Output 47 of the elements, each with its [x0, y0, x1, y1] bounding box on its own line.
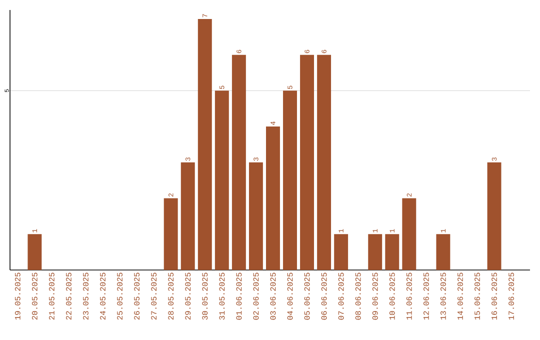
x-tick-label: 13.06.2025	[440, 272, 446, 320]
bar	[402, 198, 416, 270]
x-tick-label: 31.05.2025	[219, 272, 225, 320]
x-tick-label: 29.05.2025	[185, 272, 191, 320]
x-tick-label: 19.05.2025	[14, 272, 20, 320]
x-tick-label: 16.06.2025	[492, 272, 497, 320]
x-tick-label: 12.06.2025	[423, 272, 429, 320]
x-tick-label: 28.05.2025	[168, 272, 174, 320]
bar	[28, 234, 42, 270]
x-tick-label: 04.06.2025	[287, 272, 293, 320]
bar	[436, 234, 450, 270]
bar	[300, 54, 314, 270]
x-tick-label: 25.05.2025	[117, 272, 123, 320]
bar	[283, 90, 297, 270]
x-tick-label: 22.05.2025	[66, 272, 72, 320]
bar	[214, 90, 229, 270]
bar	[385, 234, 400, 270]
bar	[487, 162, 502, 270]
bar	[317, 54, 332, 270]
bar	[180, 162, 195, 270]
x-tick-label: 21.05.2025	[48, 272, 54, 320]
x-tick-label: 03.06.2025	[270, 272, 276, 320]
x-tick-label: 06.06.2025	[321, 272, 327, 320]
bar	[248, 162, 263, 270]
x-tick-label: 20.05.2025	[32, 272, 38, 320]
x-tick-label: 07.06.2025	[338, 272, 344, 320]
bar	[266, 126, 280, 270]
x-tick-label: 24.05.2025	[100, 272, 106, 320]
x-tick-label: 26.05.2025	[134, 272, 140, 320]
bar	[198, 18, 212, 270]
bar	[368, 234, 382, 270]
x-tick-label: 14.06.2025	[458, 272, 463, 320]
x-tick-label: 15.06.2025	[474, 272, 480, 320]
bar	[334, 234, 348, 270]
x-tick-label: 08.06.2025	[355, 272, 361, 320]
x-tick-label: 05.06.2025	[304, 272, 310, 320]
x-tick-label: 17.06.2025	[508, 272, 514, 320]
x-tick-label: 27.05.2025	[151, 272, 157, 320]
x-tick-label: 23.05.2025	[83, 272, 88, 320]
x-tick-label: 01.06.2025	[236, 272, 242, 320]
x-tick-label: 09.06.2025	[372, 272, 378, 320]
x-tick-label: 11.06.2025	[406, 272, 412, 320]
x-tick-label: 10.06.2025	[389, 272, 395, 320]
x-tick-label: 02.06.2025	[253, 272, 259, 320]
bar	[232, 54, 246, 270]
bar	[164, 198, 178, 270]
x-tick-label: 30.05.2025	[202, 272, 208, 320]
